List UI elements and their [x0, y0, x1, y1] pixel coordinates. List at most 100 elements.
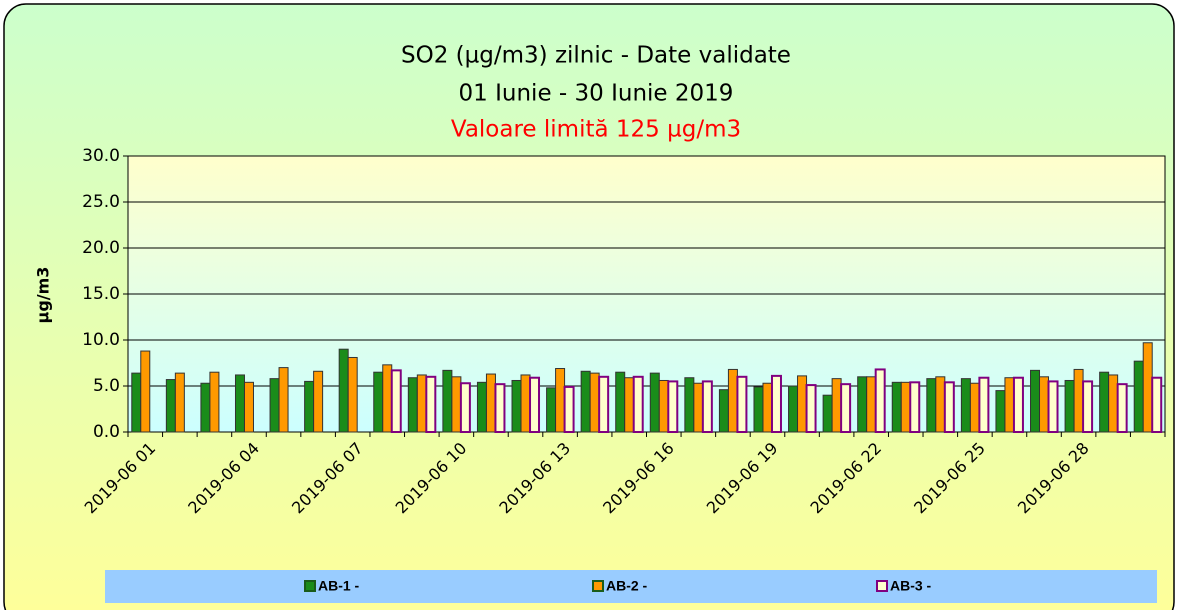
bar	[1142, 342, 1153, 433]
bar	[304, 380, 315, 433]
legend-swatch	[876, 580, 888, 592]
y-tick-label: 10.0	[82, 330, 120, 350]
bar	[1012, 376, 1024, 433]
bar	[598, 375, 610, 433]
bar	[1116, 383, 1128, 434]
y-tick-label: 15.0	[82, 284, 120, 304]
bar	[1039, 376, 1050, 433]
chart-subtitle: 01 Iunie - 30 Iunie 2019	[459, 81, 734, 107]
legend-label: AB-1 -	[318, 578, 360, 594]
bar	[485, 373, 496, 433]
bar	[520, 374, 531, 433]
y-tick-label: 30.0	[82, 146, 120, 166]
bar	[1108, 374, 1119, 433]
bar	[313, 370, 324, 433]
bar	[1004, 377, 1015, 433]
bar	[684, 377, 695, 433]
bar	[140, 350, 151, 433]
bar	[900, 381, 911, 433]
bar	[840, 383, 852, 434]
bar	[165, 379, 176, 433]
y-tick-label: 20.0	[82, 238, 120, 258]
chart-title: SO2 (µg/m3) zilnic - Date validate	[401, 43, 791, 69]
bar	[891, 381, 902, 433]
bar	[416, 374, 427, 433]
bar	[563, 385, 575, 434]
y-tick-label: 5.0	[93, 376, 120, 396]
bar	[234, 374, 245, 433]
bar	[347, 356, 358, 433]
bar	[131, 372, 142, 433]
bar	[546, 387, 557, 433]
bar	[1133, 360, 1144, 433]
bar	[494, 383, 506, 434]
bar	[529, 376, 541, 433]
legend-label: AB-2 -	[606, 578, 648, 594]
bar	[866, 376, 877, 433]
y-axis-label: µg/m3	[34, 267, 53, 324]
bar	[762, 382, 773, 433]
bar	[1073, 368, 1084, 433]
bar	[1030, 369, 1041, 433]
bar	[649, 372, 660, 433]
bar	[555, 368, 566, 433]
bar	[1099, 371, 1110, 433]
bar	[693, 382, 704, 433]
bar	[243, 381, 254, 433]
bar	[209, 371, 220, 433]
legend-swatch	[304, 580, 316, 592]
bar	[269, 378, 280, 433]
bar	[615, 371, 626, 433]
bar	[943, 381, 955, 434]
bar	[511, 379, 522, 433]
y-tick-label: 25.0	[82, 192, 120, 212]
bar	[580, 370, 591, 433]
bar	[459, 382, 471, 433]
bar	[718, 389, 729, 433]
bar	[200, 382, 211, 433]
legend-swatch	[592, 580, 604, 592]
bar	[407, 377, 418, 433]
bar	[442, 369, 453, 433]
bar	[451, 376, 462, 433]
bar	[338, 348, 349, 433]
bar	[874, 368, 886, 434]
bar	[909, 381, 921, 434]
bar	[978, 376, 990, 433]
bar	[624, 377, 635, 433]
bar	[390, 369, 402, 433]
bar	[727, 368, 738, 433]
bar	[278, 367, 289, 433]
annotation: Valoare limită 125 µg/m3	[451, 117, 741, 143]
bar	[667, 380, 679, 433]
bar	[174, 372, 185, 433]
bar	[995, 390, 1006, 433]
bar	[831, 378, 842, 433]
bar	[1064, 379, 1075, 433]
legend-label: AB-3 -	[890, 578, 932, 594]
bar	[926, 378, 937, 433]
bar	[797, 375, 808, 433]
bar	[805, 384, 817, 433]
bar	[788, 385, 799, 433]
bar	[1047, 380, 1059, 433]
bar	[1082, 380, 1094, 433]
bar	[1151, 376, 1163, 433]
bar	[969, 382, 980, 433]
bar	[373, 371, 384, 433]
bar	[382, 364, 393, 433]
bar	[736, 375, 748, 433]
bar	[770, 374, 782, 434]
bar	[857, 376, 868, 433]
bar	[658, 379, 669, 433]
bar	[753, 386, 764, 433]
y-tick-label: 0.0	[93, 422, 120, 442]
legend-band	[105, 570, 1157, 603]
bar	[935, 376, 946, 433]
bar	[476, 381, 487, 433]
bar	[632, 375, 644, 433]
bar	[822, 394, 833, 433]
bar	[589, 372, 600, 433]
bar	[960, 378, 971, 433]
